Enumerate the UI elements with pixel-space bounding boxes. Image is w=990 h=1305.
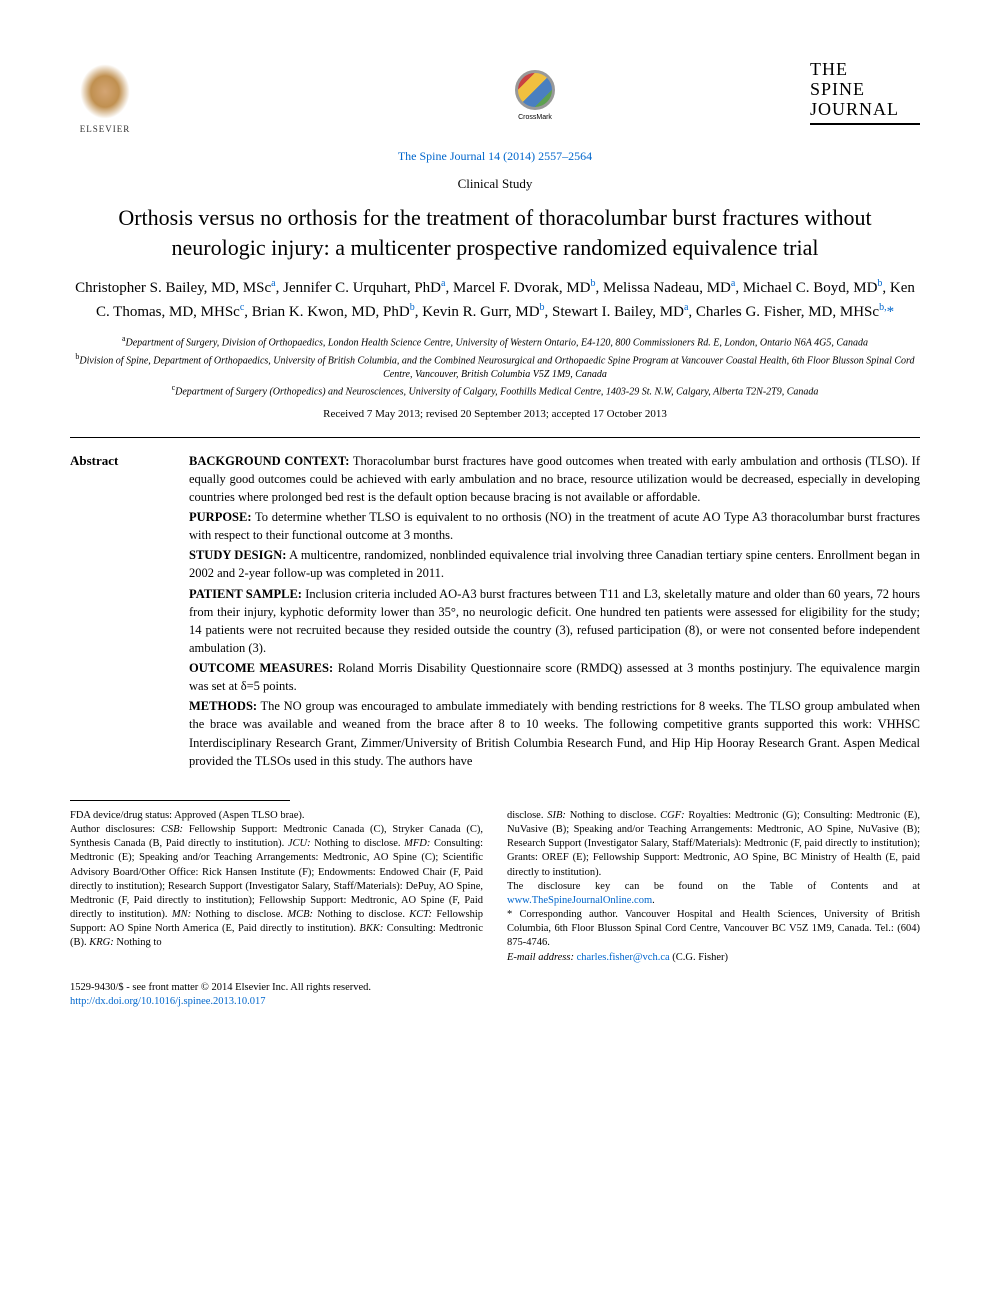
email-line: E-mail address: charles.fisher@vch.ca (C… — [507, 951, 920, 965]
author-list: Christopher S. Bailey, MD, MSca, Jennife… — [70, 276, 920, 323]
disclosure-key-note: The disclosure key can be found on the T… — [507, 880, 920, 908]
journal-reference[interactable]: The Spine Journal 14 (2014) 2557–2564 — [70, 148, 920, 165]
abstract-block: Abstract BACKGROUND CONTEXT: Thoracolumb… — [70, 452, 920, 772]
spine-logo-line1: THE — [810, 60, 920, 80]
abstract-purpose: PURPOSE: To determine whether TLSO is eq… — [189, 508, 920, 544]
header-divider — [70, 437, 920, 438]
corresponding-author: * Corresponding author. Vancouver Hospit… — [507, 908, 920, 951]
abstract-label: Abstract — [70, 452, 165, 772]
footnotes: FDA device/drug status: Approved (Aspen … — [70, 809, 920, 965]
author-disclosures-left: Author disclosures: CSB: Fellowship Supp… — [70, 823, 483, 951]
page-footer: 1529-9430/$ - see front matter © 2014 El… — [70, 981, 920, 1010]
abstract-background: BACKGROUND CONTEXT: Thoracolumbar burst … — [189, 452, 920, 506]
spine-journal-logo: THE SPINE JOURNAL — [810, 60, 920, 125]
footnotes-right-column: disclose. SIB: Nothing to disclose. CGF:… — [507, 809, 920, 965]
email-link[interactable]: charles.fisher@vch.ca — [577, 952, 670, 963]
affiliation-b: bDivision of Spine, Department of Orthop… — [70, 351, 920, 382]
author-disclosures-right: disclose. SIB: Nothing to disclose. CGF:… — [507, 809, 920, 880]
copyright-block: 1529-9430/$ - see front matter © 2014 El… — [70, 981, 371, 1010]
affiliations: aDepartment of Surgery, Division of Orth… — [70, 333, 920, 399]
elsevier-label: ELSEVIER — [80, 123, 131, 136]
affiliation-c: cDepartment of Surgery (Orthopedics) and… — [70, 382, 920, 399]
doi-link[interactable]: http://dx.doi.org/10.1016/j.spinee.2013.… — [70, 995, 371, 1010]
spine-logo-line2: SPINE — [810, 80, 920, 100]
fda-status: FDA device/drug status: Approved (Aspen … — [70, 809, 483, 823]
footnotes-left-column: FDA device/drug status: Approved (Aspen … — [70, 809, 483, 965]
crossmark-badge[interactable]: CrossMark — [508, 70, 563, 123]
article-dates: Received 7 May 2013; revised 20 Septembe… — [70, 407, 920, 422]
disclosure-link[interactable]: www.TheSpineJournalOnline.com — [507, 895, 652, 906]
abstract-sample: PATIENT SAMPLE: Inclusion criteria inclu… — [189, 585, 920, 658]
crossmark-label: CrossMark — [508, 113, 563, 123]
spine-logo-line3: JOURNAL — [810, 100, 920, 120]
abstract-design: STUDY DESIGN: A multicentre, randomized,… — [189, 546, 920, 582]
crossmark-icon — [515, 70, 555, 110]
abstract-body: BACKGROUND CONTEXT: Thoracolumbar burst … — [189, 452, 920, 772]
affiliation-a: aDepartment of Surgery, Division of Orth… — [70, 333, 920, 350]
abstract-outcome: OUTCOME MEASURES: Roland Morris Disabili… — [189, 659, 920, 695]
abstract-methods: METHODS: The NO group was encouraged to … — [189, 697, 920, 770]
footnotes-divider — [70, 800, 290, 801]
page-header: ELSEVIER CrossMark THE SPINE JOURNAL — [70, 60, 920, 140]
copyright-text: 1529-9430/$ - see front matter © 2014 El… — [70, 981, 371, 996]
elsevier-logo: ELSEVIER — [70, 60, 140, 140]
elsevier-tree-icon — [80, 64, 130, 119]
article-type: Clinical Study — [70, 175, 920, 193]
article-title: Orthosis versus no orthosis for the trea… — [70, 203, 920, 262]
